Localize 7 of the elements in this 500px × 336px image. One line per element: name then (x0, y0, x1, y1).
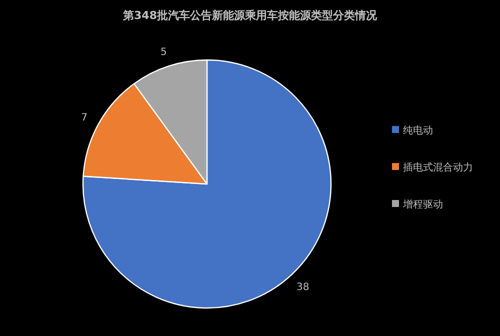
data-label: 38 (296, 282, 310, 294)
legend-label: 纯电动 (403, 124, 433, 136)
legend-label: 增程驱动 (402, 198, 443, 210)
data-label: 5 (160, 46, 167, 58)
chart-title: 第348批汽车公告新能源乘用车按能源类型分类情况 (122, 9, 378, 22)
data-label: 7 (81, 112, 88, 124)
legend-label: 插电式混合动力 (403, 162, 473, 174)
